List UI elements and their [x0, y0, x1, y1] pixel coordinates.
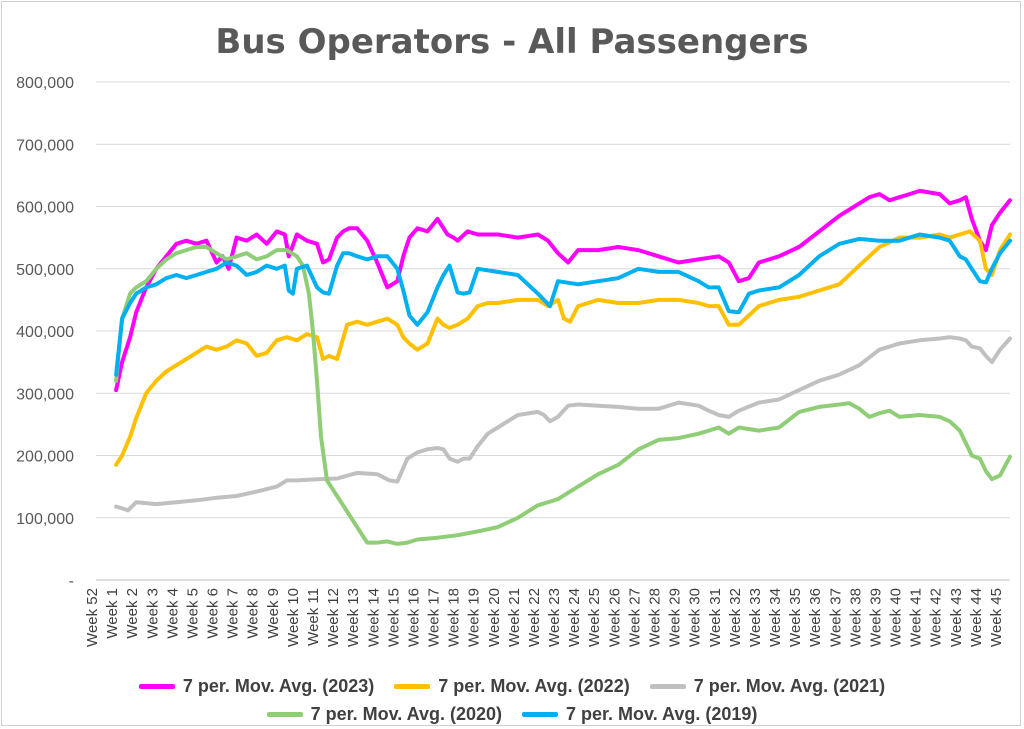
x-tick-label: Week 3 — [144, 588, 161, 639]
x-tick-label: Week 36 — [807, 588, 824, 647]
x-tick-label: Week 5 — [184, 588, 201, 639]
x-tick-label: Week 4 — [164, 588, 181, 639]
x-tick-label: Week 32 — [727, 588, 744, 647]
x-tick-label: Week 18 — [446, 588, 463, 647]
x-tick-label: Week 31 — [707, 588, 724, 647]
legend-item-2022[interactable]: 7 per. Mov. Avg. (2022) — [394, 675, 630, 697]
x-tick-label: Week 23 — [546, 588, 563, 647]
legend-label-2022: 7 per. Mov. Avg. (2022) — [438, 675, 630, 696]
x-tick-label: Week 38 — [847, 588, 864, 647]
series-line-1 — [114, 229, 1012, 467]
series-line-4 — [114, 232, 1012, 377]
y-tick-label: 500,000 — [16, 262, 74, 279]
x-tick-label: Week 2 — [124, 588, 141, 639]
series-line-3 — [114, 245, 1012, 546]
x-tick-label: Week 16 — [405, 588, 422, 647]
x-tick-label: Week 29 — [667, 588, 684, 647]
legend-swatch-2023 — [138, 683, 175, 689]
x-tick-label: Week 6 — [205, 588, 222, 639]
chart-title: Bus Operators - All Passengers — [215, 22, 809, 62]
x-tick-label: Week 37 — [827, 588, 844, 647]
x-tick-label: Week 34 — [767, 588, 784, 647]
y-axis-tick-labels: - 100,000 200,000 300,000 400,000 500,000 600,… — [16, 75, 74, 590]
x-axis-tick-labels: Week 52 Week 1 Week 2 Week 3 Week 4 Week 5 Wee… — [84, 588, 1005, 647]
x-tick-label: Week 21 — [506, 588, 523, 647]
grid-lines — [96, 81, 1010, 581]
x-tick-label: Week 10 — [285, 588, 302, 647]
x-tick-label: Week 30 — [687, 588, 704, 647]
y-tick-label: 400,000 — [16, 324, 74, 341]
legend-item-2023[interactable]: 7 per. Mov. Avg. (2023) — [138, 675, 375, 697]
x-tick-label: Week 19 — [466, 588, 483, 647]
x-tick-label: Week 15 — [385, 588, 402, 647]
series-lines — [114, 188, 1012, 546]
x-tick-label: Week 52 — [84, 588, 101, 647]
legend-item-2019[interactable]: 7 per. Mov. Avg. (2019) — [522, 704, 757, 725]
legend-swatch-2020 — [266, 711, 303, 717]
legend-item-2020[interactable]: 7 per. Mov. Avg. (2020) — [266, 703, 502, 725]
series-line-2 — [114, 335, 1012, 513]
legend: 7 per. Mov. Avg. (2023) 7 per. Mov. Avg.… — [0, 672, 1024, 728]
x-tick-label: Week 45 — [988, 588, 1005, 647]
x-tick-label: Week 33 — [747, 588, 764, 647]
legend-label-2020: 7 per. Mov. Avg. (2020) — [310, 703, 502, 724]
x-tick-label: Week 25 — [586, 588, 603, 647]
x-tick-label: Week 43 — [948, 588, 965, 647]
x-tick-label: Week 28 — [647, 588, 664, 647]
x-tick-label: Week 17 — [426, 588, 443, 647]
legend-label-2019: 7 per. Mov. Avg. (2019) — [566, 703, 758, 724]
x-tick-label: Week 22 — [526, 588, 543, 647]
x-tick-label: Week 1 — [104, 588, 121, 639]
x-tick-label: Week 20 — [486, 588, 503, 647]
series-line-0 — [114, 188, 1012, 393]
legend-label-2023: 7 per. Mov. Avg. (2023) — [182, 675, 375, 696]
x-tick-label: Week 42 — [928, 588, 945, 647]
x-tick-label: Week 9 — [265, 588, 282, 639]
x-tick-label: Week 26 — [606, 588, 623, 647]
x-tick-label: Week 44 — [968, 588, 985, 647]
x-tick-label: Week 13 — [345, 588, 362, 647]
x-tick-label: Week 27 — [626, 588, 643, 647]
y-tick-label: 300,000 — [16, 386, 74, 403]
y-tick-label: - — [69, 573, 74, 590]
x-tick-label: Week 24 — [566, 588, 583, 647]
y-tick-label: 200,000 — [16, 449, 74, 466]
x-tick-label: Week 8 — [245, 588, 262, 639]
x-tick-label: Week 39 — [867, 588, 884, 647]
legend-swatch-2021 — [649, 683, 686, 689]
x-tick-label: Week 12 — [325, 588, 342, 647]
x-tick-label: Week 7 — [225, 588, 242, 639]
legend-item-2021[interactable]: 7 per. Mov. Avg. (2021) — [649, 675, 886, 697]
x-tick-label: Week 11 — [305, 588, 322, 646]
legend-swatch-2022 — [394, 683, 431, 689]
x-tick-label: Week 40 — [888, 588, 905, 647]
y-tick-label: 800,000 — [16, 75, 74, 92]
y-tick-label: 700,000 — [16, 137, 74, 154]
x-tick-label: Week 41 — [908, 588, 925, 647]
x-tick-label: Week 14 — [365, 588, 382, 647]
legend-swatch-2019 — [522, 711, 558, 717]
y-tick-label: 100,000 — [16, 511, 74, 528]
y-tick-label: 600,000 — [16, 200, 74, 217]
x-tick-label: Week 35 — [787, 588, 804, 647]
legend-label-2021: 7 per. Mov. Avg. (2021) — [693, 675, 886, 696]
